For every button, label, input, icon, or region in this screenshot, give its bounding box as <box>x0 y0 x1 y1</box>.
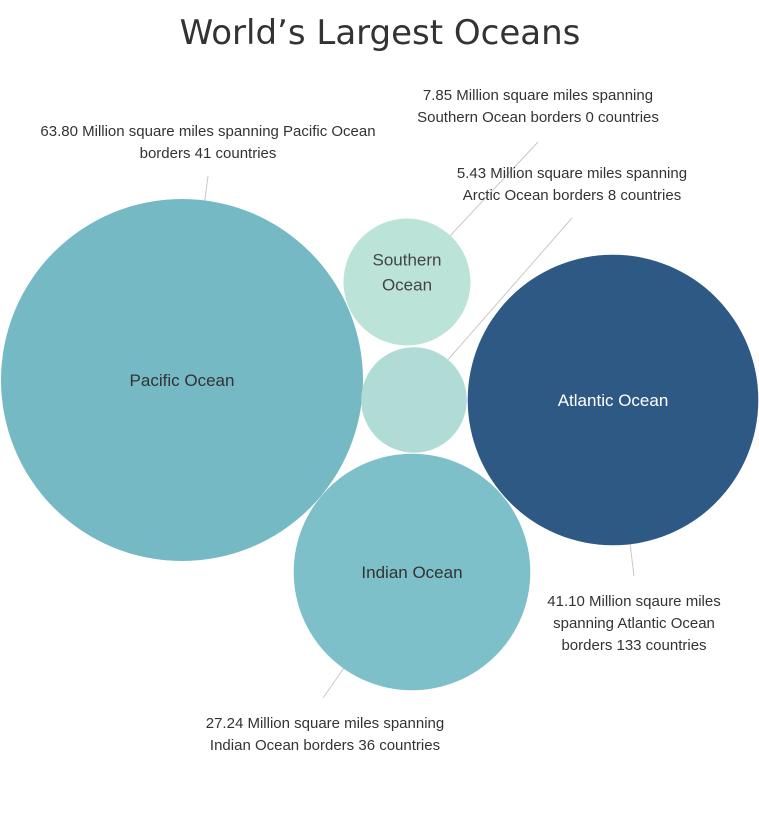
indian-ocean-bubble[interactable] <box>293 453 531 691</box>
atlantic-ocean-label: Atlantic Ocean <box>558 391 669 410</box>
atlantic-ocean-annotation: borders 133 countries <box>561 637 706 654</box>
pacific-ocean-annotation: borders 41 countries <box>140 145 277 162</box>
annotations: 63.80 Million square miles spanning Paci… <box>40 87 720 754</box>
indian-ocean-label: Indian Ocean <box>361 563 462 582</box>
arctic-ocean-bubble[interactable] <box>361 347 467 453</box>
southern-ocean-label: Southern <box>373 251 442 270</box>
chart-title: World’s Largest Oceans <box>180 13 581 53</box>
pacific-ocean-annotation: 63.80 Million square miles spanning Paci… <box>40 123 375 140</box>
pacific-ocean-label: Pacific Ocean <box>130 371 235 390</box>
southern-ocean-label: Ocean <box>382 276 432 295</box>
southern-ocean-leader-line <box>447 141 539 239</box>
southern-ocean-annotation: 7.85 Million square miles spanning <box>423 87 653 104</box>
indian-ocean-annotation: Indian Ocean borders 36 countries <box>210 737 440 754</box>
atlantic-ocean-annotation: 41.10 Million sqaure miles <box>547 593 720 610</box>
atlantic-ocean-bubble[interactable] <box>467 254 759 546</box>
southern-ocean-annotation: Southern Ocean borders 0 countries <box>417 109 659 126</box>
indian-ocean-annotation: 27.24 Million square miles spanning <box>206 715 444 732</box>
southern-ocean-bubble[interactable] <box>343 218 471 346</box>
arctic-ocean-annotation: Arctic Ocean borders 8 countries <box>463 187 681 204</box>
bubbles: Pacific Ocean Atlantic Ocean Indian Ocean S… <box>1 199 759 691</box>
pacific-ocean-bubble[interactable] <box>1 199 363 561</box>
atlantic-ocean-annotation: spanning Atlantic Ocean <box>553 615 715 632</box>
arctic-ocean-annotation: 5.43 Million square miles spanning <box>457 165 687 182</box>
